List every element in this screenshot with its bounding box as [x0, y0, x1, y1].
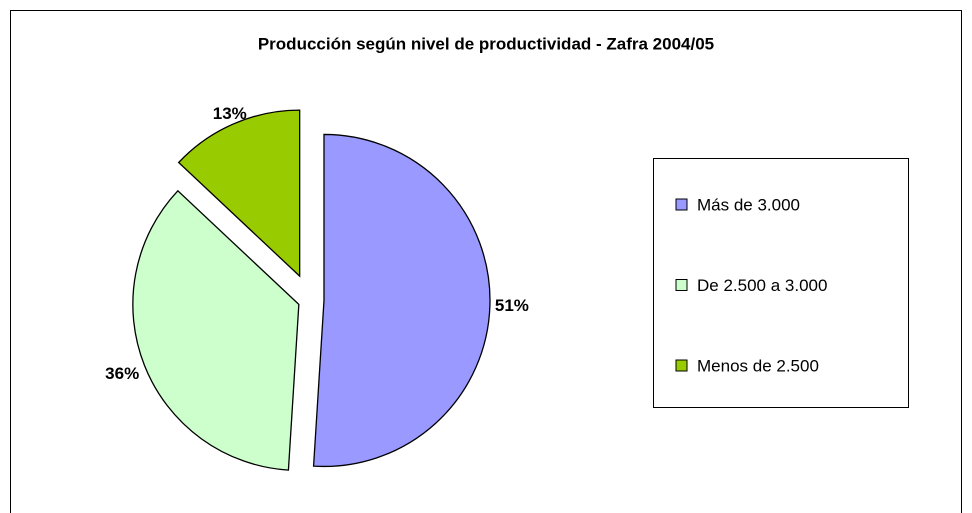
legend-label: Más de 3.000 [697, 195, 800, 214]
legend-box [653, 158, 909, 408]
pie-slice [177, 109, 301, 278]
pie-slice [132, 189, 300, 471]
legend-swatch [675, 198, 688, 211]
pie-slice [312, 133, 491, 468]
legend-label: De 2.500 a 3.000 [697, 276, 827, 295]
chart-title: Producción según nivel de productividad … [258, 34, 714, 53]
legend-swatch [675, 279, 688, 291]
legend-swatch [675, 359, 688, 372]
data-label: 36% [105, 364, 139, 383]
data-label: 13% [213, 104, 247, 123]
data-label: 51% [495, 296, 529, 315]
legend-label: Menos de 2.500 [697, 356, 819, 375]
